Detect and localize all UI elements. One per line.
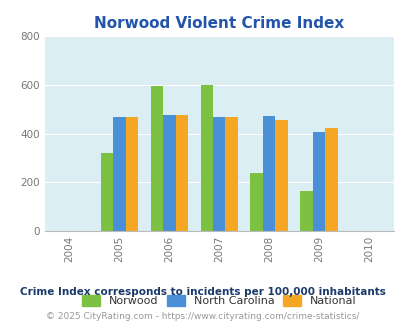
Bar — [200, 85, 213, 231]
Bar — [300, 191, 312, 231]
Text: © 2025 CityRating.com - https://www.cityrating.com/crime-statistics/: © 2025 CityRating.com - https://www.city… — [46, 312, 359, 321]
Bar — [163, 115, 175, 231]
Bar — [126, 116, 138, 231]
Bar — [250, 173, 262, 231]
Bar — [213, 116, 225, 231]
Text: Crime Index corresponds to incidents per 100,000 inhabitants: Crime Index corresponds to incidents per… — [20, 287, 385, 297]
Bar — [150, 86, 163, 231]
Bar — [262, 116, 275, 231]
Bar — [100, 153, 113, 231]
Bar — [225, 116, 237, 231]
Bar — [113, 116, 126, 231]
Legend: Norwood, North Carolina, National: Norwood, North Carolina, National — [82, 295, 356, 306]
Title: Norwood Violent Crime Index: Norwood Violent Crime Index — [94, 16, 343, 31]
Bar — [312, 132, 324, 231]
Bar — [275, 120, 287, 231]
Bar — [324, 128, 337, 231]
Bar — [175, 115, 188, 231]
